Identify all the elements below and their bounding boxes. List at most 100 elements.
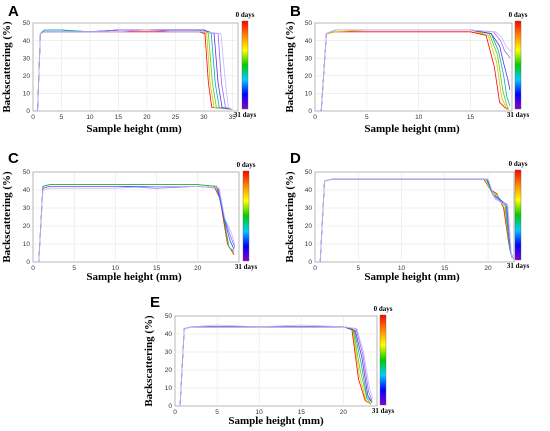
y-tick-label: 20: [23, 223, 31, 230]
y-tick-label: 40: [23, 187, 31, 194]
panel-letter: A: [8, 3, 19, 20]
x-tick-label: 20: [484, 265, 492, 272]
colorbar-top-label: 0 days: [237, 161, 256, 169]
colorbar: [514, 20, 522, 110]
x-tick-label: 25: [172, 114, 180, 121]
y-tick-label: 50: [305, 20, 313, 27]
colorbar-top-label: 0 days: [236, 11, 255, 19]
colorbar-bottom-label: 31 days: [235, 263, 258, 271]
y-tick-label: 20: [165, 367, 173, 374]
x-tick-label: 15: [153, 265, 161, 272]
y-tick-label: 10: [165, 385, 173, 392]
x-tick-label: 20: [340, 409, 348, 416]
x-tick-label: 10: [112, 265, 120, 272]
x-tick-label: 0: [313, 265, 317, 272]
panel-letter: B: [290, 3, 301, 20]
y-tick-label: 50: [165, 313, 173, 320]
x-axis-title: Sample height (mm): [364, 271, 460, 283]
y-axis-title: Backscattering (%): [1, 171, 13, 263]
colorbar-top-label: 0 days: [509, 11, 528, 19]
y-tick-label: 30: [23, 205, 31, 212]
y-tick-label: 40: [165, 331, 173, 338]
colorbar: [514, 169, 522, 261]
series-line: [175, 324, 374, 407]
colorbar-top-label: 0 days: [374, 305, 393, 313]
colorbar: [379, 314, 387, 406]
y-tick-label: 40: [305, 38, 313, 45]
y-tick-label: 40: [305, 187, 313, 194]
series-line: [315, 178, 514, 263]
x-tick-label: 10: [415, 114, 423, 121]
y-tick-label: 20: [305, 73, 313, 80]
series-line: [33, 29, 233, 112]
x-tick-label: 5: [356, 265, 360, 272]
panel-letter: D: [290, 150, 301, 167]
y-tick-label: 50: [23, 20, 31, 27]
panel-letter: C: [8, 150, 19, 167]
x-tick-label: 10: [256, 409, 264, 416]
y-tick-label: 0: [308, 108, 312, 115]
colorbar: [242, 170, 250, 262]
x-tick-label: 5: [72, 265, 76, 272]
y-tick-label: 30: [305, 55, 313, 62]
y-tick-label: 20: [23, 73, 31, 80]
x-tick-label: 10: [398, 265, 406, 272]
plot-area: [314, 171, 515, 263]
colorbar: [241, 20, 249, 110]
x-tick-label: 0: [31, 265, 35, 272]
y-tick-label: 10: [305, 241, 313, 248]
x-tick-label: 15: [115, 114, 123, 121]
panel-d: 0 5 10 15 20 0 10 20 30 40 50 D Backscattering (%) Sa…: [284, 150, 529, 283]
y-tick-label: 50: [305, 169, 313, 176]
x-tick-label: 15: [467, 114, 475, 121]
y-tick-label: 0: [26, 259, 30, 266]
y-tick-label: 40: [23, 38, 31, 45]
y-tick-label: 10: [23, 91, 31, 98]
x-tick-label: 5: [60, 114, 64, 121]
panel-letter: E: [150, 294, 160, 311]
x-axis-title: Sample height (mm): [228, 415, 324, 427]
x-tick-label: 0: [173, 409, 177, 416]
panel-a: 0 5 10 15 20 25 30 35 0 10 20 30 40 50 ABackscattering…: [1, 3, 256, 135]
x-tick-label: 10: [86, 114, 94, 121]
x-tick-label: 30: [200, 114, 208, 121]
x-tick-label: 20: [194, 265, 202, 272]
x-tick-label: 0: [31, 114, 35, 121]
colorbar-top-label: 0 days: [509, 160, 528, 168]
colorbar-bottom-label: 31 days: [507, 111, 530, 119]
y-tick-label: 30: [165, 349, 173, 356]
y-tick-label: 10: [23, 241, 31, 248]
colorbar-bottom-label: 31 days: [372, 407, 395, 415]
y-tick-label: 0: [308, 259, 312, 266]
x-tick-label: 5: [215, 409, 219, 416]
y-tick-label: 50: [23, 169, 31, 176]
y-tick-label: 10: [305, 91, 313, 98]
x-tick-label: 15: [441, 265, 449, 272]
x-tick-label: 15: [298, 409, 306, 416]
panel-e: 0 5 10 15 20 0 10 20 30 40 50 E Backscattering (%) Sa…: [143, 294, 394, 427]
series-line: [33, 186, 236, 263]
x-tick-label: 0: [313, 114, 317, 121]
plot-area: [314, 22, 513, 112]
y-tick-label: 0: [168, 403, 172, 410]
x-axis-title: Sample height (mm): [86, 271, 182, 283]
y-tick-label: 30: [305, 205, 313, 212]
plot-area: [174, 315, 378, 407]
x-tick-label: 5: [365, 114, 369, 121]
y-axis-title: Backscattering (%): [284, 21, 296, 113]
y-tick-label: 20: [305, 223, 313, 230]
series-line: [315, 29, 512, 112]
y-axis-title: Backscattering (%): [143, 315, 155, 407]
y-axis-title: Backscattering (%): [1, 21, 13, 113]
panel-c: 0 5 10 15 20 0 10 20 30 40 50 C Backscattering (%) Sa…: [1, 150, 257, 283]
x-axis-title: Sample height (mm): [86, 123, 182, 135]
x-tick-label: 35: [229, 114, 237, 121]
colorbar-bottom-label: 31 days: [234, 111, 257, 119]
x-tick-label: 20: [143, 114, 151, 121]
y-tick-label: 30: [23, 55, 31, 62]
x-axis-title: Sample height (mm): [364, 123, 460, 135]
y-axis-title: Backscattering (%): [284, 171, 296, 263]
colorbar-bottom-label: 31 days: [507, 262, 530, 270]
